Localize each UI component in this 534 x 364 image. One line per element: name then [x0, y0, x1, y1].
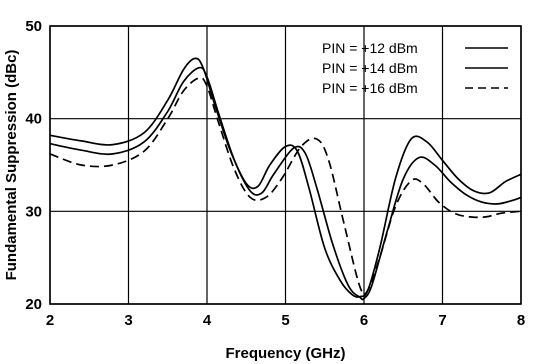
- series-line-pin-14: [49, 66, 522, 301]
- x-tick-label: 2: [46, 312, 54, 329]
- y-tick-label: 30: [25, 203, 42, 220]
- plot-area-frame: [49, 25, 522, 305]
- series-line-pin-16: [49, 76, 522, 296]
- y-tick-label: 20: [25, 296, 42, 313]
- tick-labels: 2 3 4 5 6 7 8 20 30 40 50: [25, 18, 525, 329]
- y-tick-label: 50: [25, 18, 42, 35]
- x-tick-label: 8: [517, 312, 525, 329]
- x-tick-label: 6: [360, 312, 368, 329]
- series-line-pin-12: [49, 57, 522, 298]
- series-group: [49, 57, 522, 301]
- x-tick-label: 5: [281, 312, 289, 329]
- legend: PIN = +12 dBm PIN = +14 dBm PIN = +16 dBm: [322, 40, 508, 96]
- legend-label-pin-14: PIN = +14 dBm: [322, 60, 418, 76]
- x-tick-label: 7: [438, 312, 446, 329]
- x-tick-label: 4: [203, 312, 212, 329]
- legend-label-pin-12: PIN = +12 dBm: [322, 40, 418, 56]
- y-axis-label: Fundamental Suppression (dBc): [3, 50, 20, 281]
- x-tick-label: 3: [124, 312, 132, 329]
- grid: [49, 25, 522, 305]
- y-tick-label: 40: [25, 111, 42, 128]
- legend-label-pin-16: PIN = +16 dBm: [322, 80, 418, 96]
- x-axis-label: Frequency (GHz): [225, 345, 345, 362]
